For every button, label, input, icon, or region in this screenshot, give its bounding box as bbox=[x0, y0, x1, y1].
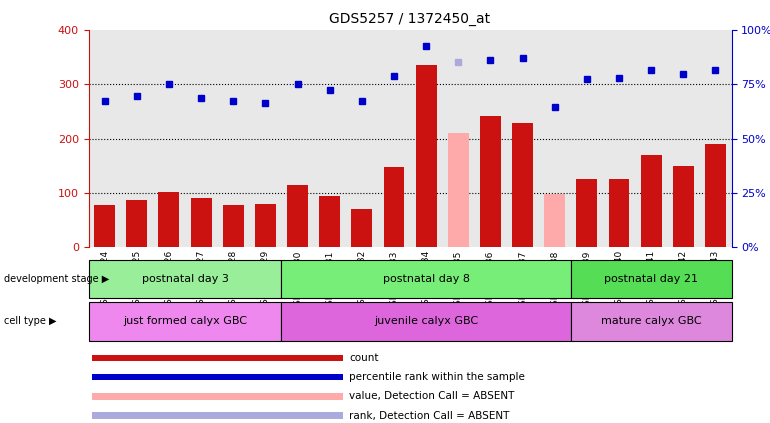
Bar bbox=[191, 198, 212, 247]
Bar bbox=[351, 209, 372, 247]
Bar bbox=[159, 192, 179, 247]
Text: development stage ▶: development stage ▶ bbox=[4, 274, 109, 284]
Bar bbox=[89, 302, 282, 341]
Title: GDS5257 / 1372450_at: GDS5257 / 1372450_at bbox=[330, 12, 490, 26]
Bar bbox=[448, 133, 469, 247]
Bar bbox=[282, 260, 571, 298]
Bar bbox=[94, 205, 115, 247]
Bar bbox=[92, 354, 343, 361]
Bar bbox=[416, 65, 437, 247]
Bar bbox=[571, 260, 732, 298]
Bar bbox=[89, 260, 282, 298]
Bar bbox=[705, 144, 726, 247]
Bar bbox=[92, 412, 343, 419]
Text: percentile rank within the sample: percentile rank within the sample bbox=[350, 372, 525, 382]
Bar bbox=[92, 374, 343, 380]
Bar bbox=[577, 179, 598, 247]
Bar bbox=[512, 123, 533, 247]
Bar bbox=[673, 166, 694, 247]
Bar bbox=[282, 302, 571, 341]
Bar bbox=[608, 179, 629, 247]
Bar bbox=[320, 196, 340, 247]
Bar bbox=[92, 393, 343, 400]
Text: count: count bbox=[350, 353, 379, 363]
Bar bbox=[287, 185, 308, 247]
Bar bbox=[571, 302, 732, 341]
Text: rank, Detection Call = ABSENT: rank, Detection Call = ABSENT bbox=[350, 411, 510, 420]
Text: juvenile calyx GBC: juvenile calyx GBC bbox=[374, 316, 478, 327]
Text: postnatal day 8: postnatal day 8 bbox=[383, 274, 470, 284]
Text: value, Detection Call = ABSENT: value, Detection Call = ABSENT bbox=[350, 391, 515, 401]
Text: mature calyx GBC: mature calyx GBC bbox=[601, 316, 701, 327]
Text: cell type ▶: cell type ▶ bbox=[4, 316, 56, 327]
Text: postnatal day 3: postnatal day 3 bbox=[142, 274, 229, 284]
Bar bbox=[255, 204, 276, 247]
Bar bbox=[383, 167, 404, 247]
Bar bbox=[223, 205, 243, 247]
Text: postnatal day 21: postnatal day 21 bbox=[604, 274, 698, 284]
Bar bbox=[641, 155, 661, 247]
Text: just formed calyx GBC: just formed calyx GBC bbox=[123, 316, 247, 327]
Bar bbox=[544, 194, 565, 247]
Bar bbox=[126, 200, 147, 247]
Bar bbox=[480, 115, 500, 247]
